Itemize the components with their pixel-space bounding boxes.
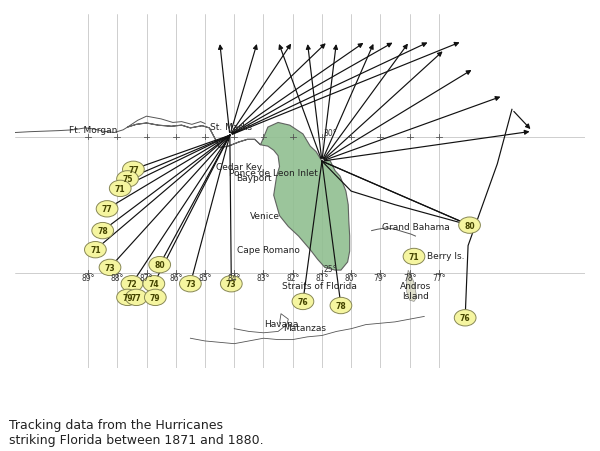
Text: 88°: 88° [110, 273, 124, 282]
Text: Cape Romano: Cape Romano [237, 246, 300, 255]
Text: Ponce de Leon Inlet: Ponce de Leon Inlet [229, 169, 317, 178]
Text: 71: 71 [409, 253, 419, 262]
Text: 80: 80 [154, 261, 165, 270]
Ellipse shape [116, 171, 139, 188]
Text: 73: 73 [226, 280, 236, 289]
Ellipse shape [143, 276, 165, 292]
Text: 89°: 89° [82, 273, 95, 282]
Text: 83°: 83° [257, 273, 270, 282]
Text: 87°: 87° [140, 273, 153, 282]
Text: Andros
Island: Andros Island [400, 281, 431, 300]
Ellipse shape [125, 290, 147, 306]
Text: 71: 71 [90, 246, 101, 255]
Polygon shape [128, 123, 350, 271]
Text: 77°: 77° [432, 273, 446, 282]
Text: Matanzas: Matanzas [283, 323, 326, 332]
Ellipse shape [116, 290, 139, 306]
Ellipse shape [220, 276, 242, 292]
Text: 82°: 82° [286, 273, 299, 282]
Polygon shape [407, 271, 417, 302]
Text: 79: 79 [150, 293, 161, 302]
Ellipse shape [85, 242, 106, 258]
Text: Bayport: Bayport [236, 174, 272, 183]
Ellipse shape [149, 257, 170, 273]
Text: Venice: Venice [250, 212, 280, 221]
Ellipse shape [292, 294, 314, 310]
Ellipse shape [454, 310, 476, 326]
Text: Havana: Havana [264, 319, 298, 328]
Text: St. Marks: St. Marks [211, 123, 253, 132]
Ellipse shape [330, 298, 352, 314]
Ellipse shape [145, 290, 166, 306]
Text: 76: 76 [460, 313, 470, 322]
Text: 75: 75 [122, 175, 133, 184]
Text: 77: 77 [131, 293, 142, 302]
Text: 78: 78 [97, 226, 108, 235]
Text: 85°: 85° [198, 273, 212, 282]
Text: Ft. Morgan: Ft. Morgan [69, 126, 118, 135]
Ellipse shape [96, 201, 118, 217]
Text: Grand Bahama: Grand Bahama [382, 222, 449, 231]
Text: 86°: 86° [169, 273, 182, 282]
Ellipse shape [121, 276, 143, 292]
Text: 30°: 30° [323, 129, 337, 137]
Text: Berry Is.: Berry Is. [427, 251, 464, 260]
Ellipse shape [458, 217, 481, 234]
Text: 77: 77 [102, 205, 112, 214]
Text: 25°: 25° [323, 264, 337, 273]
Text: 80°: 80° [344, 273, 358, 282]
Text: Straits of Florida: Straits of Florida [281, 281, 356, 290]
Text: 71: 71 [115, 184, 125, 193]
Text: 79: 79 [122, 293, 133, 302]
Text: 77: 77 [128, 166, 139, 175]
Text: 73: 73 [104, 263, 115, 272]
Text: 78°: 78° [403, 273, 416, 282]
Text: 72: 72 [127, 280, 137, 289]
Text: 76: 76 [298, 297, 308, 306]
Text: 73: 73 [185, 280, 196, 289]
Ellipse shape [179, 276, 201, 292]
Text: 74: 74 [149, 280, 159, 289]
Ellipse shape [403, 249, 425, 265]
Ellipse shape [122, 162, 144, 178]
Ellipse shape [99, 260, 121, 276]
Ellipse shape [92, 223, 113, 239]
Text: 78: 78 [335, 301, 346, 310]
Text: 84°: 84° [227, 273, 241, 282]
Text: Cedar Key: Cedar Key [216, 163, 262, 172]
Text: 80: 80 [464, 221, 475, 230]
Ellipse shape [109, 181, 131, 197]
Text: Tracking data from the Hurricanes
striking Florida between 1871 and 1880.: Tracking data from the Hurricanes striki… [9, 419, 263, 446]
Text: 79°: 79° [374, 273, 387, 282]
Text: 81°: 81° [315, 273, 329, 282]
